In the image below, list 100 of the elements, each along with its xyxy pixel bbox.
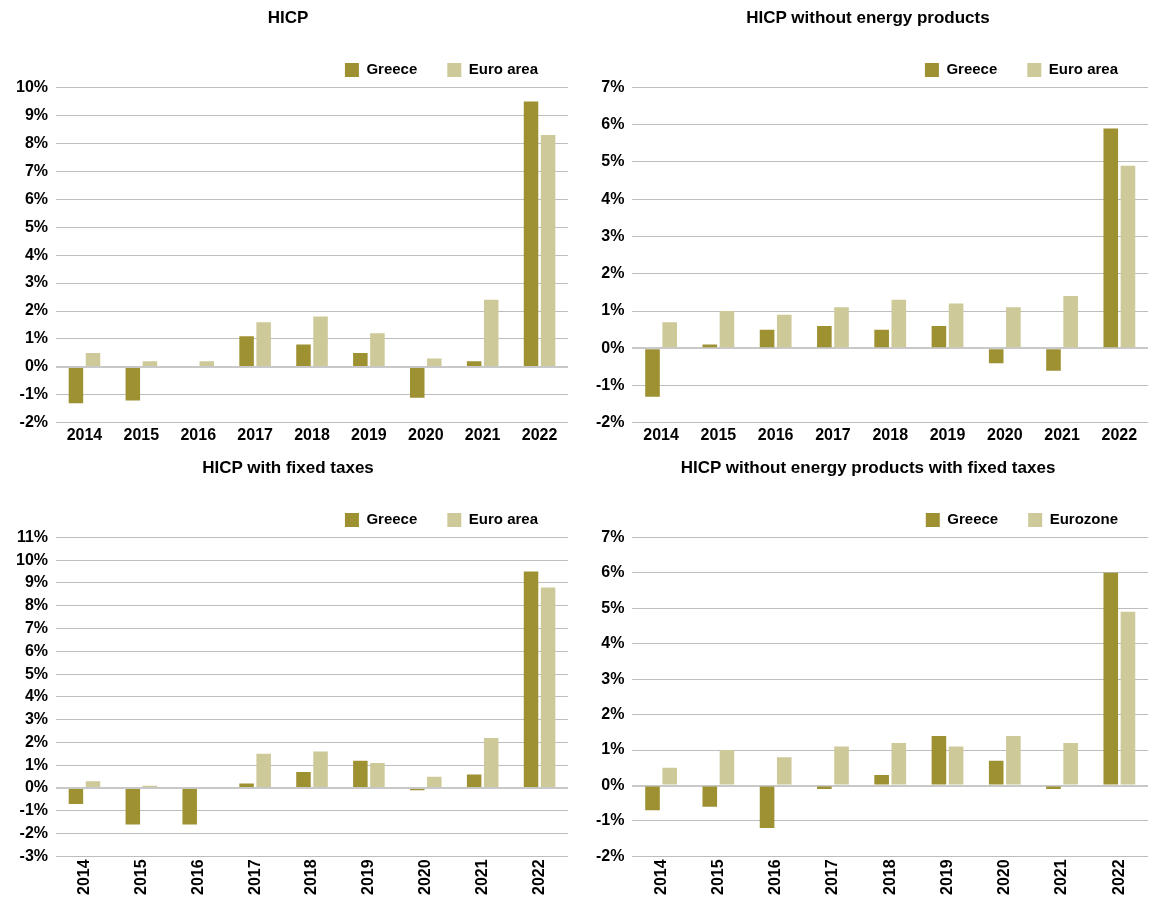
bar: [662, 322, 677, 348]
legend-label: Greece: [366, 510, 418, 528]
y-tick-label: -2%: [19, 824, 49, 842]
bar: [199, 361, 215, 366]
bar: [719, 750, 735, 785]
y-tick-label: 9%: [24, 105, 49, 123]
y-tick-label: 6%: [24, 641, 49, 659]
y-tick-label: 3%: [601, 669, 625, 687]
bar: [523, 571, 539, 788]
chart-title: HICP with fixed taxes: [202, 457, 374, 477]
bar: [759, 329, 775, 348]
bar: [239, 336, 254, 366]
bar: [1120, 611, 1136, 785]
bar: [1120, 165, 1136, 348]
y-tick-label: 4%: [24, 687, 49, 705]
legend-label: Greece: [366, 60, 418, 78]
bar: [891, 299, 907, 348]
x-tick-label: 2018: [302, 859, 320, 895]
y-tick-label: 2%: [601, 264, 625, 282]
bar: [142, 361, 158, 366]
bar: [68, 789, 84, 804]
bar: [466, 774, 482, 788]
y-tick-label: 7%: [24, 161, 49, 179]
x-tick-label: 2022: [521, 425, 558, 443]
y-tick-label: 4%: [24, 245, 49, 263]
y-tick-label: 6%: [601, 115, 625, 133]
x-tick-label: 2015: [131, 859, 149, 895]
bar: [645, 786, 660, 811]
bar: [834, 307, 849, 348]
y-tick-label: 2%: [24, 732, 49, 750]
bar: [874, 329, 889, 348]
bar: [182, 789, 197, 825]
y-tick-label: 8%: [24, 133, 49, 151]
y-tick-label: 0%: [24, 357, 49, 375]
y-tick-label: 6%: [601, 563, 625, 581]
x-tick-label: 2016: [180, 425, 217, 443]
x-tick-label: 2015: [708, 859, 726, 895]
y-tick-label: 2%: [24, 301, 49, 319]
bar: [523, 101, 539, 366]
x-tick-label: 2020: [407, 425, 444, 443]
x-tick-label: 2022: [529, 859, 547, 895]
x-tick-label: 2021: [473, 859, 491, 895]
bar: [645, 349, 660, 397]
y-tick-label: 1%: [24, 329, 49, 347]
x-tick-label: 2017: [815, 425, 851, 443]
x-tick-label: 2014: [66, 425, 103, 443]
x-tick-label: 2019: [351, 425, 387, 443]
y-tick-label: 1%: [601, 740, 625, 758]
bar: [540, 587, 556, 788]
bar: [483, 299, 499, 366]
y-tick-label: 11%: [16, 527, 49, 545]
bar: [702, 786, 718, 807]
bar: [948, 746, 964, 785]
x-tick-label: 2017: [237, 425, 274, 443]
x-tick-label: 2022: [1109, 859, 1127, 895]
y-tick-label: 4%: [601, 189, 625, 207]
bar: [466, 361, 482, 366]
bar: [776, 757, 792, 785]
bar: [85, 352, 101, 366]
bar: [85, 781, 101, 788]
bar: [1103, 572, 1119, 785]
bar: [931, 325, 947, 348]
bar: [353, 352, 368, 366]
bar: [834, 746, 849, 785]
x-tick-label: 2018: [294, 425, 330, 443]
x-tick-label: 2022: [1101, 425, 1138, 443]
x-tick-label: 2014: [74, 859, 92, 895]
bar: [1046, 349, 1061, 371]
bar: [296, 344, 311, 366]
bar: [68, 367, 84, 404]
bar: [370, 333, 385, 366]
x-tick-label: 2016: [757, 425, 794, 443]
x-tick-label: 2019: [929, 425, 966, 443]
x-tick-label: 2018: [880, 859, 898, 895]
x-tick-label: 2016: [188, 859, 206, 895]
bar: [988, 760, 1004, 785]
y-tick-label: 3%: [24, 273, 49, 291]
chart-title: HICP without energy products with fixed taxes: [680, 457, 1056, 477]
bar: [1063, 742, 1078, 785]
bar: [1103, 128, 1119, 348]
y-tick-label: -3%: [19, 846, 49, 864]
bar: [719, 311, 735, 348]
bar: [874, 774, 889, 785]
x-tick-label: 2016: [766, 859, 784, 895]
bar: [988, 349, 1004, 364]
y-tick-label: 5%: [601, 598, 625, 616]
y-tick-label: -1%: [596, 811, 625, 829]
bar: [540, 134, 556, 366]
y-tick-label: 7%: [601, 527, 625, 545]
bar: [759, 786, 775, 829]
x-tick-label: 2020: [987, 425, 1023, 443]
y-tick-label: 9%: [24, 573, 49, 591]
y-tick-label: -2%: [596, 413, 625, 431]
y-tick-label: -1%: [19, 801, 49, 819]
bar: [483, 737, 499, 788]
bar: [313, 751, 328, 788]
y-tick-label: 0%: [601, 338, 625, 356]
bar: [1006, 735, 1021, 785]
legend-label: Euro area: [468, 60, 539, 78]
y-tick-label: 10%: [15, 77, 49, 95]
